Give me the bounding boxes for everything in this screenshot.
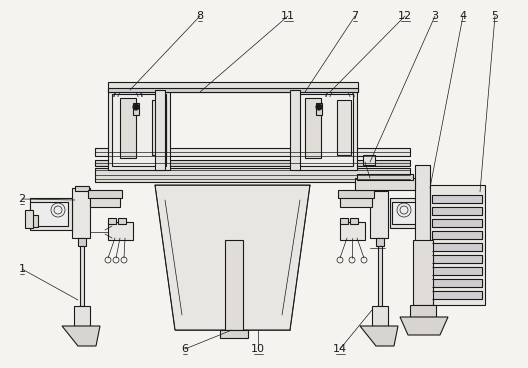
Circle shape [316,104,322,110]
Bar [392,202,422,224]
Bar [74,306,90,326]
Bar [376,238,384,246]
Bar [410,305,436,317]
Bar [95,148,410,156]
Bar [316,103,322,115]
Bar [78,238,86,246]
Bar [432,231,482,239]
Bar [108,222,133,240]
Bar [432,279,482,287]
Bar [390,198,425,228]
Bar [432,255,482,263]
Text: 6: 6 [182,344,188,354]
Bar [415,165,430,245]
Bar [299,94,353,166]
Bar [432,219,482,227]
Text: 12: 12 [398,11,412,21]
Bar [152,100,166,155]
Bar [25,210,33,228]
Bar [290,90,300,170]
Polygon shape [360,326,398,346]
Text: 11: 11 [281,11,295,21]
Bar [338,190,374,198]
Bar [30,198,72,230]
Bar [28,215,38,227]
Bar [72,188,90,238]
Text: 4: 4 [459,11,467,21]
Bar [373,186,387,191]
Text: 7: 7 [352,11,359,21]
Circle shape [133,104,139,110]
Text: 5: 5 [492,11,498,21]
Polygon shape [400,317,448,335]
Bar [432,207,482,215]
Bar [295,90,357,170]
Bar [220,330,248,338]
Text: 8: 8 [196,11,204,21]
Bar [108,90,170,170]
Polygon shape [155,185,310,330]
Text: 2: 2 [18,194,25,204]
Text: 1: 1 [18,264,25,274]
Bar [95,168,410,182]
Polygon shape [62,326,100,346]
Bar [372,306,388,326]
Bar [118,218,126,224]
Bar [95,160,410,166]
Bar [363,155,375,165]
Bar [133,103,139,115]
Bar [340,222,365,240]
Bar [108,218,116,224]
Bar [90,195,120,207]
Bar [430,185,485,305]
Bar [432,291,482,299]
Bar [108,88,358,92]
Bar [340,195,372,207]
Bar [112,94,166,166]
Bar [155,90,165,170]
Bar [378,246,382,306]
Bar [370,188,388,238]
Bar [337,100,351,155]
Bar [30,202,68,226]
Bar [432,243,482,251]
Bar [305,98,321,158]
Bar [350,218,358,224]
Bar [357,174,413,180]
Bar [432,195,482,203]
Bar [120,98,136,158]
Bar [75,186,89,191]
Bar [340,218,348,224]
Text: 10: 10 [251,344,265,354]
Text: 14: 14 [333,344,347,354]
Bar [432,267,482,275]
Bar [80,246,84,306]
Bar [225,240,243,330]
Bar [88,190,122,198]
Bar [355,178,415,190]
Bar [108,82,358,92]
Bar [413,240,433,305]
Text: 3: 3 [431,11,438,21]
